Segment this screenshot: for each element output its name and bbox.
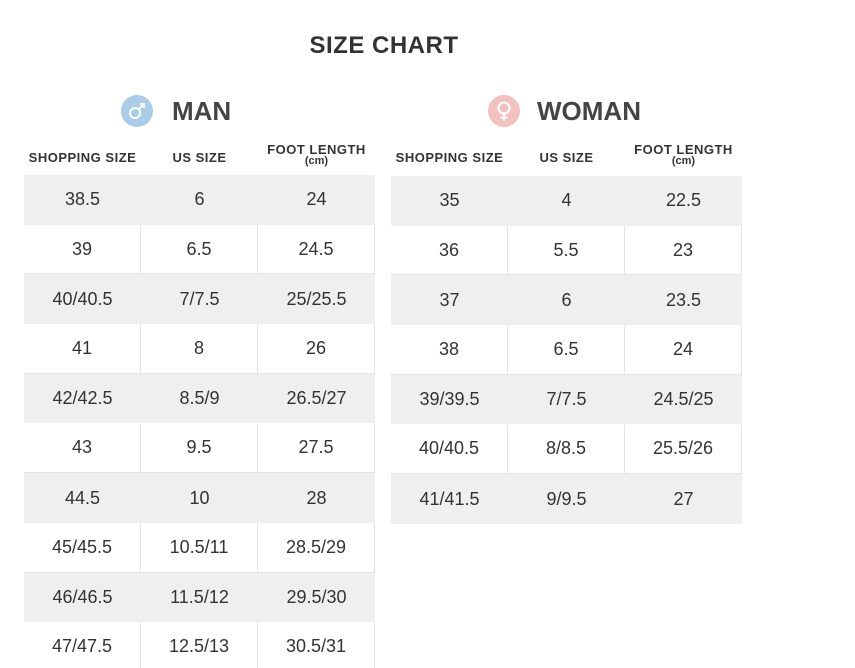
column-header: SHOPPING SIZE (28, 150, 137, 165)
table-cell: 8/8.5 (508, 424, 625, 475)
table-cell: 23 (625, 225, 742, 276)
table-cell: 23.5 (625, 275, 742, 326)
table-cell: 9.5 (141, 423, 258, 474)
table-cell: 47/47.5 (24, 622, 141, 668)
table-cell: 45/45.5 (24, 522, 141, 573)
table-cell: 36 (391, 225, 508, 276)
table-cell: 24 (258, 175, 375, 225)
table-cell: 26.5/27 (258, 373, 375, 424)
table-cell: 28.5/29 (258, 522, 375, 573)
table-cell: 26 (258, 324, 375, 374)
table-cell: 11.5/12 (141, 572, 258, 623)
column-header: FOOT LENGTH (634, 142, 733, 157)
column-header: FOOT LENGTH (267, 142, 366, 157)
table-cell: 28 (258, 473, 375, 523)
table-cell: 41 (24, 324, 141, 374)
table-cell: 35 (391, 176, 508, 226)
table-cell: 8 (141, 324, 258, 374)
table-cell: 24.5 (258, 224, 375, 275)
table-cell: 46/46.5 (24, 572, 141, 623)
table-cell: 37 (391, 275, 508, 326)
column-header-unit: (cm) (304, 155, 329, 167)
table-cell: 10.5/11 (141, 522, 258, 573)
table-cell: 22.5 (625, 176, 742, 226)
table-cell: 6 (141, 175, 258, 225)
table-cell: 24.5/25 (625, 374, 742, 425)
table-cell: 40/40.5 (391, 424, 508, 475)
table-cell: 39/39.5 (391, 374, 508, 425)
table-cell: 7/7.5 (508, 374, 625, 425)
table-cell: 6.5 (141, 224, 258, 275)
table-cell: 6 (508, 275, 625, 326)
table-cell: 41/41.5 (391, 474, 508, 524)
title: SIZE CHART (309, 32, 459, 59)
table-cell: 7/7.5 (141, 274, 258, 325)
table-cell: 6.5 (508, 325, 625, 375)
table-cell: 42/42.5 (24, 373, 141, 424)
column-header: US SIZE (172, 150, 227, 165)
table-cell: 5.5 (508, 225, 625, 276)
table-cell: 9/9.5 (508, 474, 625, 524)
section-label: MAN (172, 96, 232, 126)
male-icon (121, 95, 153, 127)
table-cell: 4 (508, 176, 625, 226)
table-cell: 38 (391, 325, 508, 375)
table-cell: 24 (625, 325, 742, 375)
table-cell: 10 (141, 473, 258, 523)
table-cell: 25/25.5 (258, 274, 375, 325)
column-header-unit: (cm) (671, 155, 696, 167)
table-cell: 12.5/13 (141, 622, 258, 668)
table-cell: 40/40.5 (24, 274, 141, 325)
table-cell: 29.5/30 (258, 572, 375, 623)
table-cell: 44.5 (24, 473, 141, 523)
section-label: WOMAN (537, 96, 641, 126)
column-header: US SIZE (539, 150, 594, 165)
table-cell: 27.5 (258, 423, 375, 474)
column-header: SHOPPING SIZE (395, 150, 504, 165)
table-cell: 27 (625, 474, 742, 524)
table-cell: 25.5/26 (625, 424, 742, 475)
table-cell: 8.5/9 (141, 373, 258, 424)
table-cell: 43 (24, 423, 141, 474)
female-icon (488, 95, 520, 127)
table-cell: 30.5/31 (258, 622, 375, 668)
table-cell: 39 (24, 224, 141, 275)
table-cell: 38.5 (24, 175, 141, 225)
